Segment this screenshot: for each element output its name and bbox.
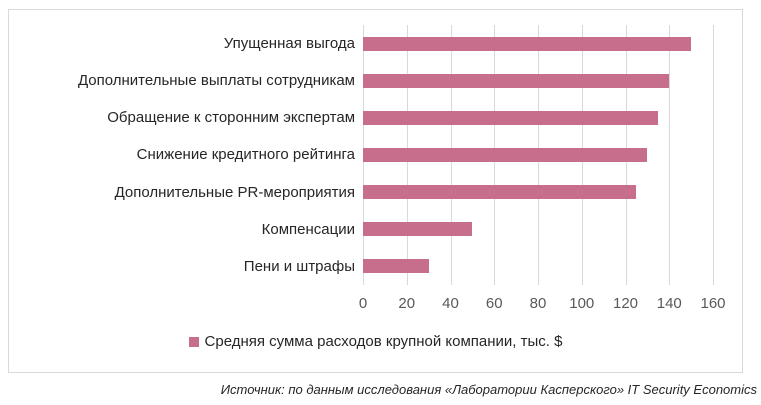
category-label: Снижение кредитного рейтинга (136, 146, 355, 164)
chart-area: Упущенная выгода Дополнительные выплаты с… (8, 9, 743, 373)
legend: Средняя сумма расходов крупной компании,… (9, 333, 742, 350)
category-label: Компенсации (261, 220, 355, 238)
x-tick-label: 0 (358, 295, 368, 312)
bar (363, 110, 659, 125)
x-tick-label: 100 (569, 295, 595, 312)
category-label: Дополнительные выплаты сотрудникам (77, 72, 355, 90)
x-tick-label: 40 (442, 295, 459, 312)
x-tick-label: 120 (612, 295, 639, 312)
bar (363, 73, 670, 88)
category-label: Упущенная выгода (223, 35, 355, 53)
x-axis: 0 20 40 60 80 100 120 140 160 (359, 295, 726, 313)
bar (363, 185, 637, 200)
category-axis: Упущенная выгода Дополнительные выплаты с… (9, 25, 363, 285)
plot-area (363, 25, 714, 285)
x-tick-label: 140 (656, 295, 682, 312)
x-tick-label: 20 (398, 295, 416, 312)
bar (363, 148, 648, 162)
category-label: Пени и штрафы (243, 257, 355, 275)
legend-marker-icon (188, 336, 199, 347)
category-label: Обращение к сторонним экспертам (107, 109, 355, 127)
x-tick-label: 60 (485, 295, 503, 312)
gridline (713, 25, 714, 285)
x-tick-label: 80 (529, 295, 547, 312)
bar (363, 36, 692, 51)
bar (363, 222, 473, 237)
bar (363, 259, 429, 274)
gridline (669, 25, 670, 285)
source-note: Источник: по данным исследования «Лабора… (220, 382, 757, 397)
legend-label: Средняя сумма расходов крупной компании,… (204, 333, 563, 350)
category-label: Дополнительные PR-мероприятия (114, 183, 355, 201)
x-tick-label: 160 (700, 295, 726, 312)
